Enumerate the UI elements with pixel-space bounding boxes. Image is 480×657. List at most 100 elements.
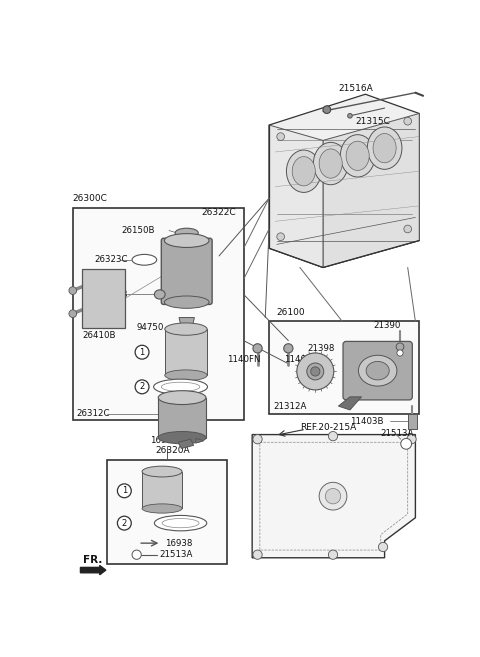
- Text: 1140FN: 1140FN: [227, 355, 260, 365]
- Bar: [165, 329, 207, 375]
- Ellipse shape: [346, 141, 369, 170]
- Text: 26100: 26100: [277, 307, 305, 317]
- Text: 1: 1: [122, 486, 127, 495]
- Text: 21398: 21398: [308, 344, 335, 353]
- Circle shape: [404, 118, 411, 125]
- Text: 16938: 16938: [150, 436, 177, 445]
- Circle shape: [284, 344, 293, 353]
- Polygon shape: [338, 397, 361, 410]
- Ellipse shape: [292, 156, 315, 186]
- Polygon shape: [323, 114, 419, 267]
- Text: 16938: 16938: [165, 539, 192, 548]
- Text: 26322C: 26322C: [201, 208, 236, 217]
- Bar: [142, 472, 182, 509]
- Ellipse shape: [319, 149, 342, 178]
- Text: 21312A: 21312A: [273, 401, 306, 411]
- Circle shape: [404, 225, 411, 233]
- Text: 1: 1: [139, 348, 144, 357]
- Ellipse shape: [162, 518, 199, 528]
- Ellipse shape: [373, 133, 396, 163]
- Ellipse shape: [161, 382, 200, 392]
- Text: 21315C: 21315C: [355, 117, 390, 125]
- Text: 26410B: 26410B: [82, 330, 116, 340]
- Polygon shape: [196, 438, 204, 443]
- Circle shape: [407, 434, 416, 444]
- Circle shape: [253, 344, 262, 353]
- Ellipse shape: [287, 150, 321, 193]
- Text: 26312C: 26312C: [77, 409, 110, 419]
- Ellipse shape: [142, 504, 182, 513]
- Ellipse shape: [297, 353, 334, 390]
- Circle shape: [401, 438, 411, 449]
- Polygon shape: [269, 94, 419, 267]
- FancyArrow shape: [81, 566, 106, 575]
- Text: 26150B: 26150B: [121, 226, 155, 235]
- Circle shape: [396, 343, 404, 351]
- Ellipse shape: [155, 516, 207, 531]
- Ellipse shape: [142, 466, 182, 477]
- Circle shape: [328, 432, 337, 441]
- Text: 11403B: 11403B: [350, 417, 384, 426]
- Circle shape: [69, 310, 77, 317]
- Bar: [158, 397, 206, 438]
- Circle shape: [348, 114, 352, 118]
- Ellipse shape: [175, 228, 198, 237]
- Circle shape: [325, 489, 341, 504]
- Circle shape: [311, 367, 320, 376]
- Ellipse shape: [359, 355, 397, 386]
- Polygon shape: [178, 439, 193, 449]
- Ellipse shape: [164, 234, 209, 248]
- Ellipse shape: [158, 391, 206, 405]
- Text: 21513A: 21513A: [160, 550, 193, 559]
- Bar: [269, 321, 419, 414]
- Circle shape: [135, 346, 149, 359]
- Ellipse shape: [164, 296, 209, 308]
- Ellipse shape: [367, 127, 402, 170]
- Circle shape: [323, 106, 331, 114]
- Circle shape: [253, 550, 262, 559]
- Text: 26323C: 26323C: [94, 256, 128, 264]
- Circle shape: [118, 516, 131, 530]
- Bar: [82, 269, 125, 328]
- Circle shape: [118, 484, 131, 498]
- Text: REF.20-215A: REF.20-215A: [300, 423, 356, 432]
- Ellipse shape: [132, 254, 156, 265]
- Polygon shape: [252, 434, 415, 558]
- Circle shape: [135, 380, 149, 394]
- Text: 21513A: 21513A: [381, 428, 414, 438]
- Circle shape: [277, 233, 285, 240]
- FancyBboxPatch shape: [343, 342, 412, 400]
- Polygon shape: [179, 317, 194, 328]
- Text: 26300C: 26300C: [73, 194, 108, 204]
- Circle shape: [69, 286, 77, 294]
- Text: FR.: FR.: [83, 555, 102, 565]
- Polygon shape: [269, 125, 323, 267]
- Ellipse shape: [158, 432, 206, 444]
- Bar: [108, 460, 227, 564]
- Ellipse shape: [313, 143, 348, 185]
- Circle shape: [328, 550, 337, 559]
- Bar: [408, 414, 417, 429]
- Circle shape: [253, 434, 262, 444]
- Circle shape: [132, 550, 141, 559]
- Text: 26320A: 26320A: [155, 446, 190, 455]
- Ellipse shape: [366, 361, 389, 380]
- Circle shape: [183, 327, 191, 334]
- Ellipse shape: [155, 290, 165, 299]
- Text: 26150B: 26150B: [94, 290, 128, 299]
- FancyBboxPatch shape: [161, 238, 212, 304]
- Circle shape: [277, 133, 285, 141]
- Ellipse shape: [154, 379, 207, 395]
- Circle shape: [397, 350, 403, 356]
- Bar: [73, 208, 244, 420]
- Circle shape: [319, 482, 347, 510]
- Text: 2: 2: [122, 518, 127, 528]
- Text: 1140HG: 1140HG: [285, 355, 320, 365]
- Text: 2: 2: [139, 382, 144, 392]
- Ellipse shape: [307, 363, 324, 380]
- Circle shape: [378, 543, 388, 552]
- Text: 21390: 21390: [373, 321, 400, 330]
- Ellipse shape: [165, 323, 207, 335]
- Text: 94750: 94750: [137, 323, 164, 332]
- Ellipse shape: [340, 135, 375, 177]
